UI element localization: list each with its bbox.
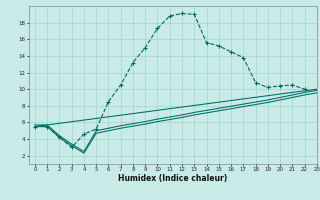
X-axis label: Humidex (Indice chaleur): Humidex (Indice chaleur) — [118, 174, 228, 183]
